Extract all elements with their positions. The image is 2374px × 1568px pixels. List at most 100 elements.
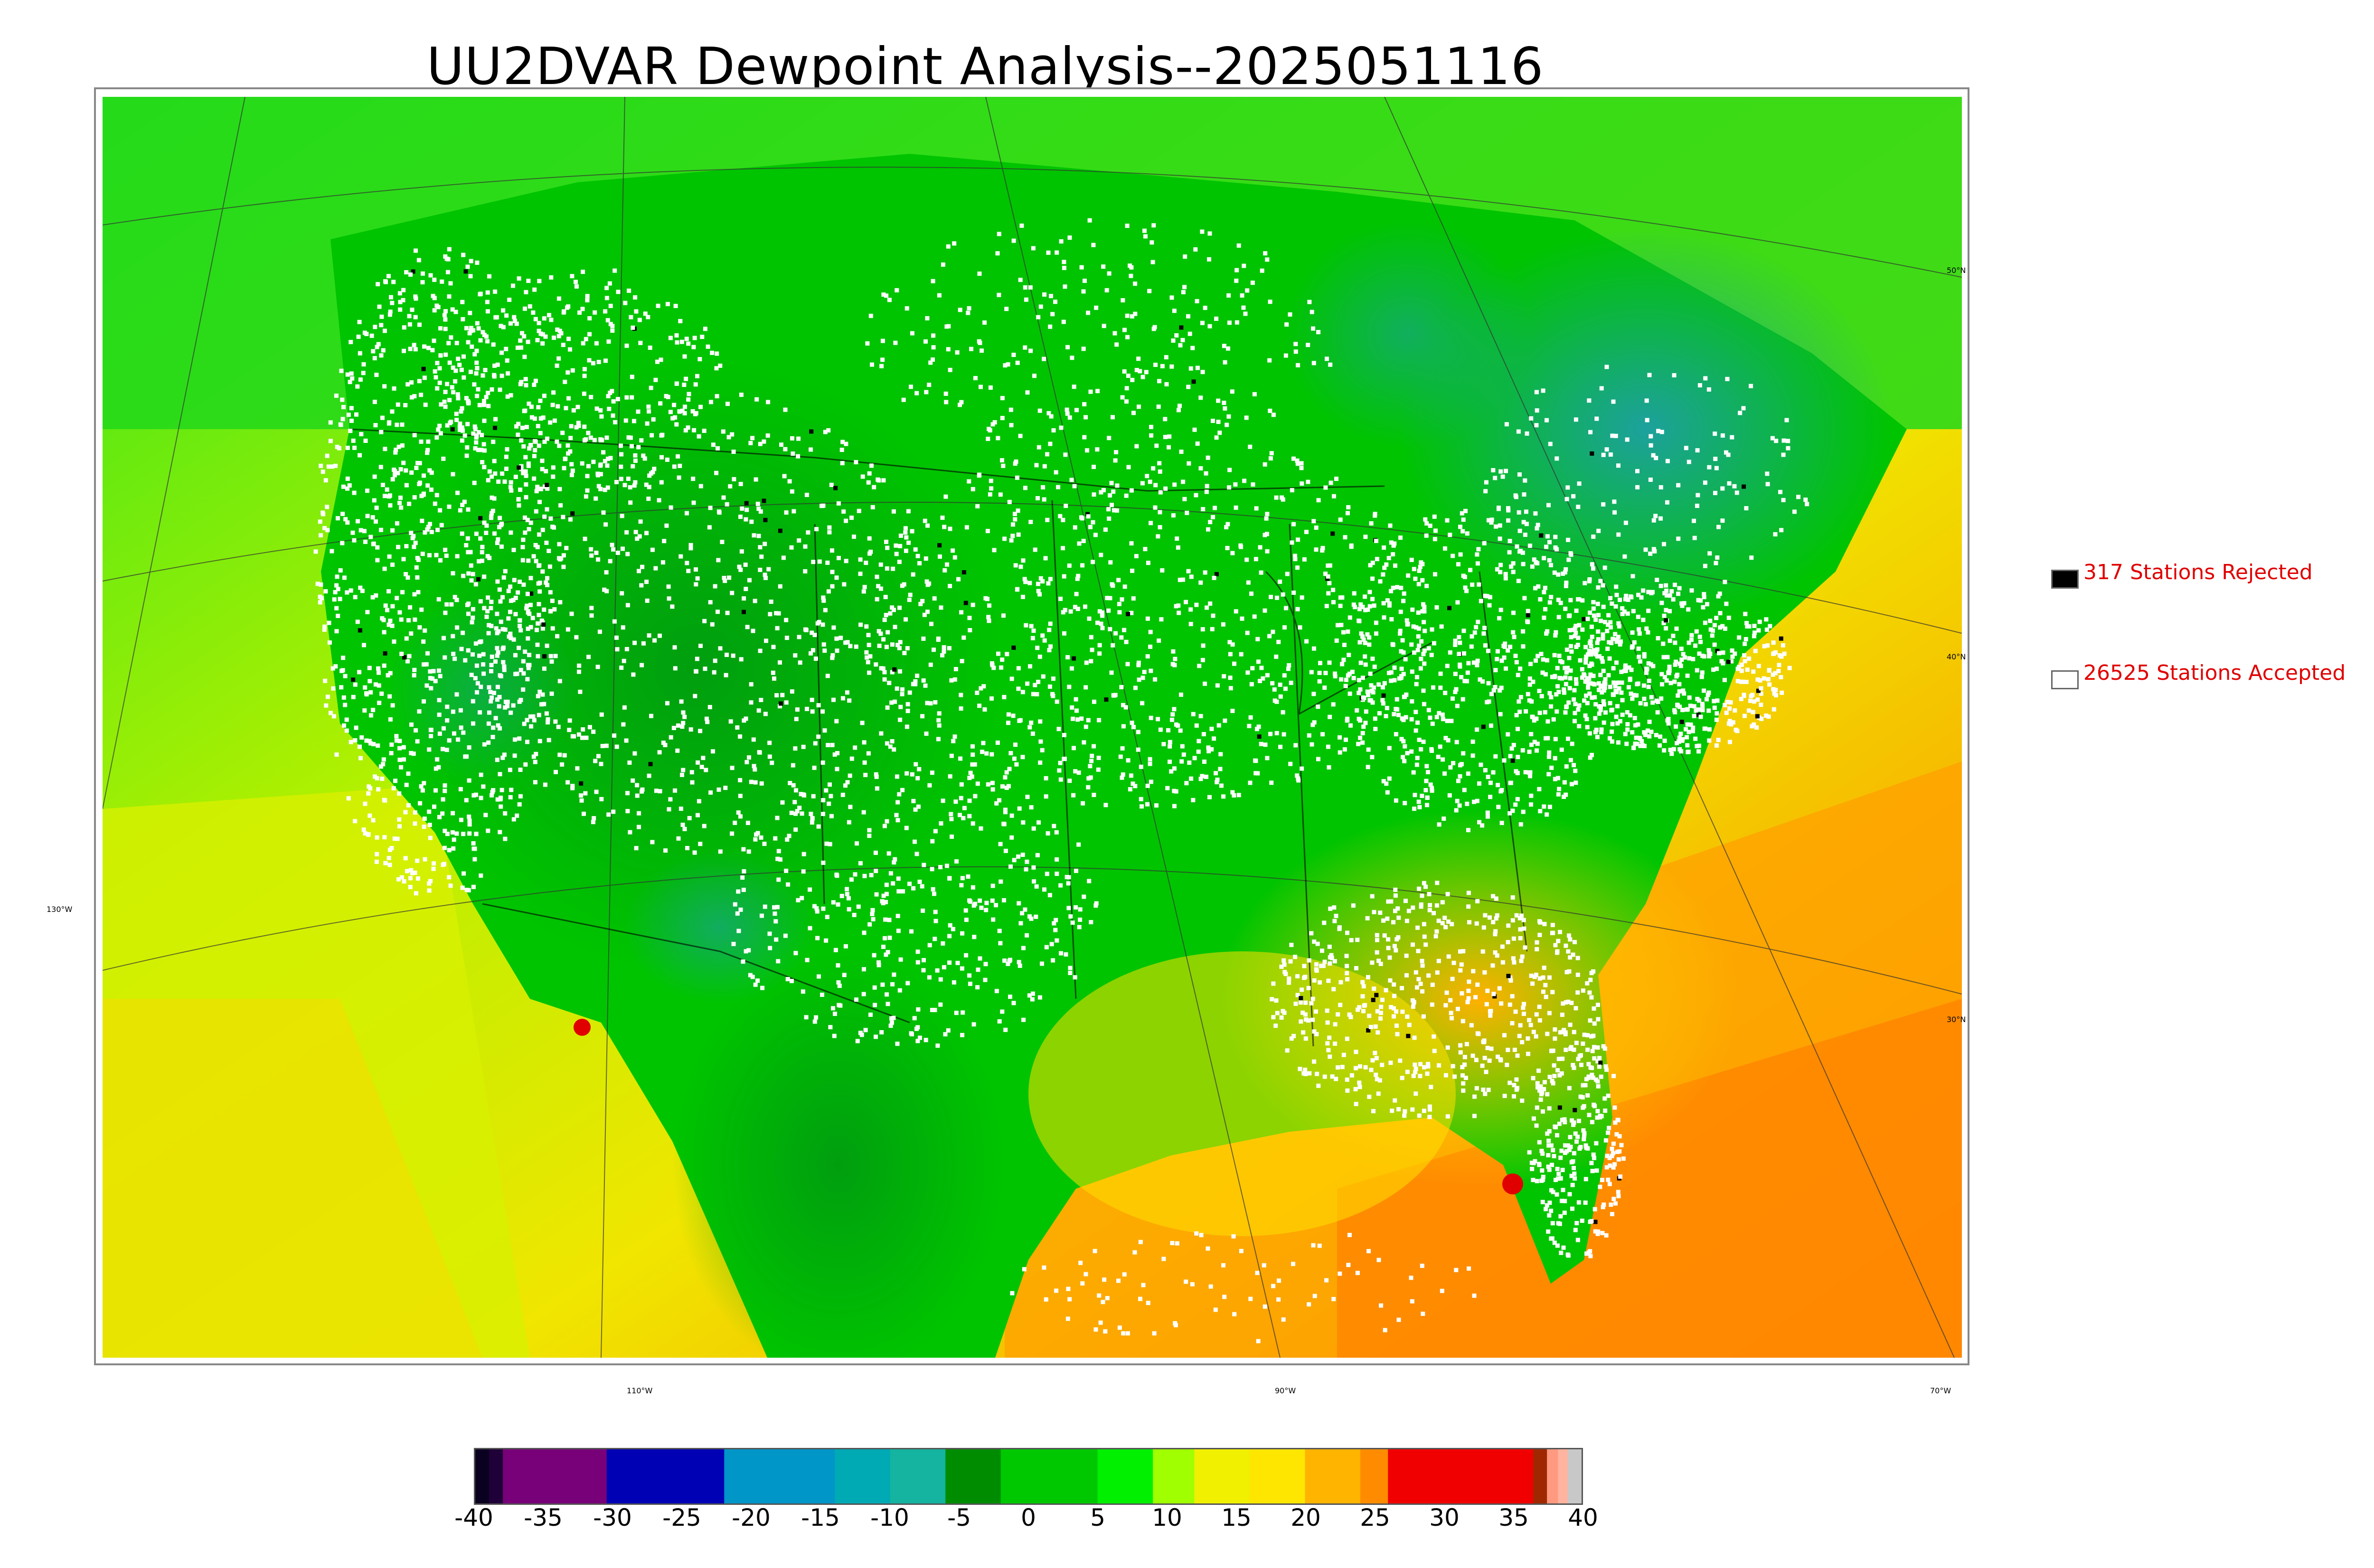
station-marker (1421, 740, 1426, 744)
station-marker (905, 702, 910, 706)
station-marker (1540, 1168, 1545, 1173)
station-marker (561, 515, 565, 519)
station-marker (1089, 920, 1093, 924)
station-marker (1278, 744, 1283, 749)
station-marker (429, 728, 433, 732)
station-marker (1219, 783, 1224, 788)
station-marker (1563, 1143, 1567, 1148)
station-marker (535, 642, 540, 647)
station-marker (518, 768, 523, 772)
station-marker (482, 465, 487, 469)
station-marker (1430, 982, 1435, 987)
station-marker (333, 463, 338, 468)
station-marker (413, 821, 417, 826)
station-marker (1020, 690, 1025, 695)
station-marker (481, 442, 486, 447)
station-marker (434, 435, 439, 440)
station-marker (1378, 1016, 1383, 1021)
station-marker (478, 516, 483, 521)
station-marker (1563, 1032, 1568, 1036)
station-marker (1017, 901, 1021, 906)
station-marker (641, 641, 646, 646)
station-marker (1705, 602, 1709, 607)
station-marker (1553, 737, 1558, 742)
station-marker (1608, 701, 1612, 705)
station-marker (340, 397, 345, 402)
station-marker (1739, 662, 1744, 667)
station-marker (1392, 1014, 1396, 1019)
station-marker (1583, 713, 1588, 718)
station-marker (1413, 1091, 1418, 1096)
station-marker (1475, 727, 1479, 732)
station-marker (958, 756, 963, 761)
station-marker (855, 1039, 860, 1043)
station-marker (1309, 1001, 1314, 1005)
station-marker (681, 710, 686, 715)
station-marker (581, 727, 585, 732)
station-marker (1582, 1104, 1586, 1108)
station-marker (704, 716, 709, 721)
station-marker (708, 790, 713, 795)
station-marker (1545, 1203, 1549, 1208)
station-marker (1462, 788, 1467, 792)
station-marker (891, 881, 895, 886)
station-marker (1303, 1012, 1308, 1017)
station-marker (1556, 690, 1561, 695)
station-marker (1568, 1135, 1573, 1139)
station-marker (1564, 682, 1568, 686)
station-marker (1513, 1009, 1518, 1014)
station-marker (1542, 922, 1547, 926)
station-marker (1422, 605, 1427, 609)
station-marker (1062, 732, 1066, 737)
station-marker (1706, 648, 1711, 653)
station-marker (831, 900, 836, 905)
station-marker (1605, 1154, 1610, 1158)
station-marker (1609, 641, 1614, 645)
station-marker (460, 406, 464, 411)
station-marker (376, 787, 381, 792)
station-marker (1524, 709, 1528, 714)
station-marker (409, 722, 414, 727)
station-marker (587, 316, 592, 320)
station-marker (607, 281, 612, 286)
station-marker (1748, 698, 1753, 703)
station-marker (917, 767, 922, 771)
station-marker (487, 710, 491, 715)
station-marker (1767, 682, 1772, 687)
station-marker (1413, 793, 1417, 798)
station-marker (1568, 1023, 1573, 1027)
station-marker (478, 536, 483, 541)
station-marker (738, 907, 743, 912)
station-marker (1278, 579, 1282, 584)
station-marker (581, 341, 585, 346)
station-marker (1644, 670, 1649, 675)
station-marker (460, 300, 465, 304)
station-marker (448, 281, 453, 286)
station-marker (1715, 743, 1719, 748)
station-marker (1169, 295, 1174, 300)
station-marker (480, 432, 484, 437)
station-marker (1167, 434, 1172, 439)
station-marker (487, 685, 491, 690)
station-marker (1477, 820, 1481, 825)
station-marker (1452, 1074, 1457, 1079)
station-marker (990, 787, 995, 792)
station-marker (1007, 499, 1012, 504)
station-marker (1062, 574, 1066, 579)
station-marker (694, 582, 698, 587)
station-marker (903, 526, 908, 531)
station-marker (385, 608, 389, 612)
station-marker (624, 738, 629, 743)
station-marker (525, 603, 529, 608)
station-marker (557, 542, 562, 546)
station-marker (470, 344, 474, 349)
station-marker (1453, 642, 1458, 647)
station-marker (1018, 564, 1023, 569)
station-marker (1574, 609, 1579, 613)
station-marker (1422, 648, 1427, 653)
station-marker (1780, 690, 1784, 695)
station-marker (1686, 750, 1690, 754)
station-marker (1735, 679, 1740, 684)
station-marker (959, 610, 964, 615)
station-marker (680, 724, 685, 729)
